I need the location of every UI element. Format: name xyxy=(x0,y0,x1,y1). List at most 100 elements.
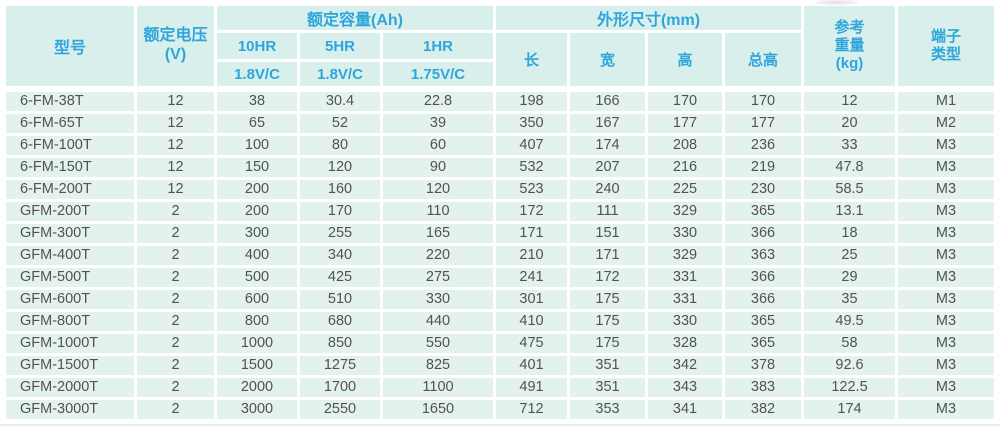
cell-terminal-type: M3 xyxy=(898,290,994,309)
cell-rated-voltage: 2 xyxy=(137,290,214,309)
cell-height: 328 xyxy=(648,334,722,353)
cell-height: 216 xyxy=(648,158,722,177)
cell-width: 351 xyxy=(570,356,645,375)
terminal-label-line1: 端子 xyxy=(930,28,961,46)
table-row: GFM-800T 2 800 680 440 410 175 330 365 49.5 M3 xyxy=(6,312,994,331)
cell-length: 523 xyxy=(496,180,567,199)
cell-capacity-5hr: 80 xyxy=(300,136,380,155)
cell-capacity-1hr: 550 xyxy=(383,334,493,353)
cell-terminal-type: M3 xyxy=(898,246,994,265)
cell-length: 407 xyxy=(496,136,567,155)
cell-capacity-5hr: 170 xyxy=(300,202,380,221)
cell-capacity-1hr: 110 xyxy=(383,202,493,221)
weight-label-line2: 重量 xyxy=(834,37,865,55)
cell-capacity-1hr: 440 xyxy=(383,312,493,331)
cell-total-height: 366 xyxy=(725,290,801,309)
cell-model: 6-FM-65T xyxy=(6,114,134,133)
cell-height: 177 xyxy=(648,114,722,133)
cell-total-height: 219 xyxy=(725,158,801,177)
cell-terminal-type: M3 xyxy=(898,400,994,419)
cell-capacity-5hr: 120 xyxy=(300,158,380,177)
col-header-height: 高 xyxy=(648,33,722,86)
col-header-5hr-cutoff: 1.8V/C xyxy=(300,62,380,86)
cell-weight: 35 xyxy=(804,290,895,309)
cell-total-height: 382 xyxy=(725,400,801,419)
col-header-1hr: 1HR xyxy=(383,33,493,59)
cell-capacity-5hr: 30.4 xyxy=(300,89,380,111)
cell-rated-voltage: 2 xyxy=(137,356,214,375)
cell-height: 342 xyxy=(648,356,722,375)
col-header-width: 宽 xyxy=(570,33,645,86)
cell-capacity-1hr: 825 xyxy=(383,356,493,375)
cell-capacity-1hr: 60 xyxy=(383,136,493,155)
table-row: GFM-600T 2 600 510 330 301 175 331 366 35 M3 xyxy=(6,290,994,309)
cell-capacity-10hr: 200 xyxy=(217,180,297,199)
col-header-weight: 参考 重量 (kg) xyxy=(804,6,895,86)
cell-capacity-1hr: 275 xyxy=(383,268,493,287)
cell-model: GFM-300T xyxy=(6,224,134,243)
table-row: GFM-3000T 2 3000 2550 1650 712 353 341 382 174 M3 xyxy=(6,400,994,419)
rated-voltage-label: 额定电压 xyxy=(143,27,208,45)
cell-rated-voltage: 2 xyxy=(137,378,214,397)
cell-height: 343 xyxy=(648,378,722,397)
cell-total-height: 366 xyxy=(725,224,801,243)
cell-terminal-type: M3 xyxy=(898,180,994,199)
cell-model: GFM-3000T xyxy=(6,400,134,419)
cell-height: 329 xyxy=(648,246,722,265)
col-header-10hr-cutoff: 1.8V/C xyxy=(217,62,297,86)
cell-weight: 25 xyxy=(804,246,895,265)
cell-total-height: 365 xyxy=(725,202,801,221)
cell-width: 207 xyxy=(570,158,645,177)
rated-voltage-unit: (V) xyxy=(164,46,187,63)
cell-model: GFM-2000T xyxy=(6,378,134,397)
cell-width: 175 xyxy=(570,334,645,353)
cell-terminal-type: M2 xyxy=(898,114,994,133)
cell-length: 210 xyxy=(496,246,567,265)
cell-width: 172 xyxy=(570,268,645,287)
cell-capacity-10hr: 38 xyxy=(217,89,297,111)
cell-weight: 58.5 xyxy=(804,180,895,199)
cell-width: 240 xyxy=(570,180,645,199)
cell-model: GFM-1000T xyxy=(6,334,134,353)
cell-height: 330 xyxy=(648,224,722,243)
cell-capacity-1hr: 165 xyxy=(383,224,493,243)
table-row: 6-FM-150T 12 150 120 90 532 207 216 219 47.8 M3 xyxy=(6,158,994,177)
cell-model: GFM-600T xyxy=(6,290,134,309)
cell-model: GFM-500T xyxy=(6,268,134,287)
cell-capacity-10hr: 800 xyxy=(217,312,297,331)
cell-height: 331 xyxy=(648,268,722,287)
cell-length: 241 xyxy=(496,268,567,287)
cell-terminal-type: M3 xyxy=(898,136,994,155)
cell-total-height: 378 xyxy=(725,356,801,375)
table-row: 6-FM-200T 12 200 160 120 523 240 225 230 58.5 M3 xyxy=(6,180,994,199)
cell-model: GFM-1500T xyxy=(6,356,134,375)
cell-width: 174 xyxy=(570,136,645,155)
cell-capacity-5hr: 850 xyxy=(300,334,380,353)
cell-length: 491 xyxy=(496,378,567,397)
cell-length: 198 xyxy=(496,89,567,111)
cell-capacity-10hr: 400 xyxy=(217,246,297,265)
cell-capacity-10hr: 1500 xyxy=(217,356,297,375)
cell-height: 329 xyxy=(648,202,722,221)
cell-height: 330 xyxy=(648,312,722,331)
cell-width: 353 xyxy=(570,400,645,419)
cell-terminal-type: M3 xyxy=(898,378,994,397)
cell-capacity-10hr: 1000 xyxy=(217,334,297,353)
cell-terminal-type: M3 xyxy=(898,334,994,353)
cell-length: 350 xyxy=(496,114,567,133)
cell-weight: 12 xyxy=(804,89,895,111)
cell-total-height: 366 xyxy=(725,268,801,287)
cell-width: 111 xyxy=(570,202,645,221)
cell-weight: 29 xyxy=(804,268,895,287)
cell-rated-voltage: 12 xyxy=(137,89,214,111)
cell-weight: 174 xyxy=(804,400,895,419)
cell-width: 175 xyxy=(570,312,645,331)
cell-capacity-1hr: 1650 xyxy=(383,400,493,419)
bottom-divider xyxy=(0,424,1000,426)
cell-capacity-5hr: 680 xyxy=(300,312,380,331)
col-header-model: 型号 xyxy=(6,6,134,86)
cell-length: 401 xyxy=(496,356,567,375)
cell-capacity-5hr: 425 xyxy=(300,268,380,287)
cell-height: 225 xyxy=(648,180,722,199)
cell-total-height: 170 xyxy=(725,89,801,111)
